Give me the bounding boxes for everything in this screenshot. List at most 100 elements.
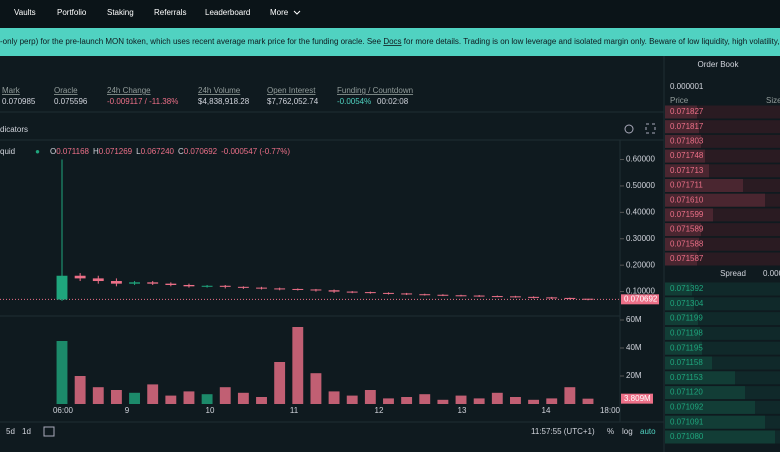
tick-size[interactable]: 0.000001 xyxy=(670,82,704,91)
docs-link[interactable]: Docs xyxy=(383,37,401,46)
stat-extra: 00:02:08 xyxy=(377,97,409,106)
volume-bar xyxy=(165,395,177,404)
volume-bar xyxy=(455,395,467,404)
ask-depth xyxy=(665,149,705,163)
x-tick-label: 18:00 xyxy=(600,406,621,415)
fullscreen-icon[interactable] xyxy=(645,123,656,134)
nav-item[interactable]: Vaults xyxy=(14,8,36,17)
bid-depth xyxy=(665,341,702,355)
ask-depth xyxy=(665,252,697,266)
bid-price: 0.071153 xyxy=(670,373,703,382)
volume-bar xyxy=(256,397,267,404)
calendar-icon[interactable] xyxy=(43,426,55,437)
x-tick-label: 12 xyxy=(375,406,384,415)
log-toggle[interactable]: log xyxy=(622,427,633,436)
candle-body xyxy=(419,294,431,296)
stat-value: -0.0054% xyxy=(337,97,371,106)
bid-depth xyxy=(665,326,700,340)
indicators-button[interactable]: dicators xyxy=(0,125,28,134)
nav-item[interactable]: More xyxy=(270,8,289,17)
legend-o-label: O xyxy=(50,147,56,156)
banner-before: -only perp) for the pre-launch MON token… xyxy=(0,37,383,46)
ask-price: 0.071713 xyxy=(670,166,704,175)
bid-price: 0.071091 xyxy=(670,417,704,426)
ask-price: 0.071588 xyxy=(670,239,704,248)
range-1d[interactable]: 1d xyxy=(22,427,31,436)
last-price-tag xyxy=(621,294,659,305)
candle-body xyxy=(383,292,394,294)
bid-depth xyxy=(665,356,712,370)
volume-bar xyxy=(364,390,376,404)
auto-toggle[interactable]: auto xyxy=(640,427,656,436)
candle-body xyxy=(183,284,195,287)
x-tick-label: 06:00 xyxy=(53,406,74,415)
banner-text: -only perp) for the pre-launch MON token… xyxy=(0,37,780,46)
range-5d[interactable]: 5d xyxy=(6,427,15,436)
nav-item[interactable]: Leaderboard xyxy=(205,8,250,17)
ask-depth xyxy=(665,193,765,207)
candle-body xyxy=(110,281,122,284)
legend-h-label: H xyxy=(93,147,99,156)
ask-price: 0.071610 xyxy=(670,195,704,204)
bid-depth xyxy=(665,386,745,400)
nav-item[interactable]: Portfolio xyxy=(57,8,87,17)
volume-bar xyxy=(510,397,521,404)
volume-bar xyxy=(437,399,449,404)
ask-depth xyxy=(665,105,697,119)
candle-body xyxy=(219,285,231,287)
volume-bar xyxy=(546,398,558,404)
stat-value: 0.075596 xyxy=(54,97,88,106)
bid-price: 0.071080 xyxy=(670,432,704,441)
y-tick-label: 0.40000 xyxy=(626,207,655,216)
stat-label: 24h Change xyxy=(107,86,151,95)
spread-label: Spread xyxy=(720,269,746,278)
volume-bar xyxy=(292,327,304,404)
volume-bar xyxy=(564,387,576,404)
volume-bar xyxy=(74,376,86,404)
volume-bar xyxy=(401,397,413,404)
x-tick-label: 9 xyxy=(125,406,130,415)
volume-bar xyxy=(183,391,195,404)
x-tick-label: 14 xyxy=(542,406,551,415)
volume-bar xyxy=(237,392,249,404)
stat-value: $7,762,052.74 xyxy=(267,97,319,106)
zoom-icon[interactable] xyxy=(624,124,634,134)
more-chevron[interactable] xyxy=(293,10,301,15)
volume-bar xyxy=(147,384,159,404)
candle-body xyxy=(401,293,413,295)
ask-price: 0.071817 xyxy=(670,122,704,131)
legend: quid ● O0.071168 H0.071269 L0.067240 C0.07069… xyxy=(0,147,290,156)
nav-bar xyxy=(0,0,780,28)
ask-depth xyxy=(665,134,701,148)
legend-c-label: C xyxy=(178,147,184,156)
volume-bar xyxy=(473,398,485,404)
legend-l: 0.067240 xyxy=(141,147,175,156)
volume-bar xyxy=(129,392,140,404)
nav-item[interactable]: Staking xyxy=(107,8,134,17)
volume-bar xyxy=(310,373,322,404)
stat-value: -0.009117 / -11.38% xyxy=(107,97,178,106)
percent-toggle[interactable]: % xyxy=(607,427,614,436)
y-tick-label: 0.50000 xyxy=(626,181,655,190)
candle-body xyxy=(165,283,177,285)
volume-bar xyxy=(201,394,213,404)
candle-body xyxy=(346,291,358,293)
bid-depth xyxy=(665,430,775,444)
bid-price: 0.071304 xyxy=(670,299,704,308)
volume-bar xyxy=(582,398,594,404)
nav-item[interactable]: Referrals xyxy=(154,8,186,17)
last-price-label: 0.070692 xyxy=(624,294,658,303)
order-book-title: Order Book xyxy=(698,60,740,69)
legend-c: 0.070692 xyxy=(184,147,218,156)
stat-label: 24h Volume xyxy=(198,86,241,95)
candle-body xyxy=(147,282,159,284)
last-volume-label: 3.809M xyxy=(624,394,651,403)
ask-price: 0.071803 xyxy=(670,137,704,146)
candle-body xyxy=(364,292,376,294)
volume-tick-label: 60M xyxy=(626,315,642,324)
volume-bar xyxy=(383,398,394,404)
y-tick-label: 0.60000 xyxy=(626,155,655,164)
ask-price: 0.071587 xyxy=(670,254,704,263)
